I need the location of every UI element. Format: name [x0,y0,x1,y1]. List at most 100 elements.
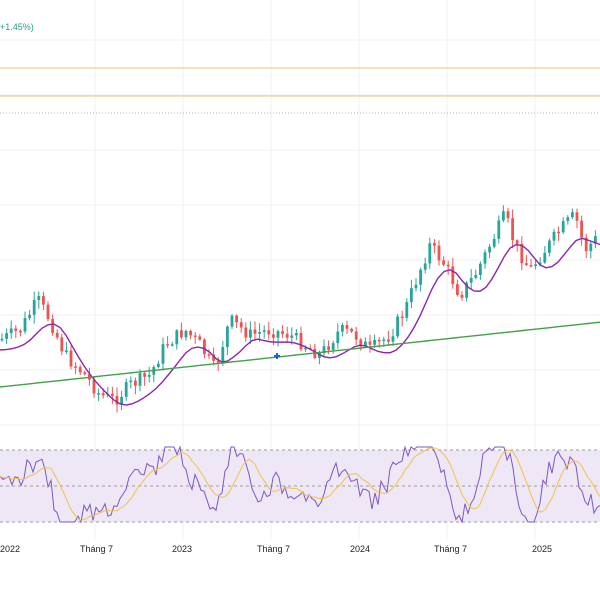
candle-body [124,382,128,397]
candle-body [506,211,510,219]
candle-body [469,277,473,283]
candle-body [207,354,211,356]
candle-body [101,393,105,396]
candle-body [175,330,179,345]
candle-body [552,231,556,241]
candle-body [442,260,445,265]
candle-body [83,372,87,375]
candle-body [249,329,252,338]
candle-body [437,245,441,261]
candle-body [391,336,395,342]
candle-body [492,238,496,247]
candle-body [345,324,349,329]
candle-body [129,380,133,383]
candle-body [28,314,31,318]
candle-body [488,246,491,253]
candle-body [37,296,41,301]
candle-body [262,330,266,333]
candle-body [414,284,418,289]
candle-body [331,343,335,350]
candle-body [143,373,146,377]
candle-body [561,221,565,233]
candle-body [193,335,197,337]
candle-body [428,243,432,264]
candle-body [377,339,381,342]
candle-body [373,339,376,345]
candle-body [111,393,114,396]
candle-body [92,379,96,394]
candle-body [203,339,206,355]
candle-body [65,350,68,353]
candle-body [400,316,404,319]
price-change-label: +1.45%) [0,22,34,32]
candle-body [272,334,275,338]
candle-body [120,396,123,405]
candle-body [465,282,468,298]
candle-body [212,354,215,361]
candle-body [97,393,100,395]
candle-body [295,332,298,336]
candle-body [180,330,183,338]
candle-body [166,344,169,346]
rsi-line [0,445,600,524]
candle-body [55,332,59,338]
candle-body [341,324,344,332]
candle-body [460,294,464,298]
candle-body [405,302,409,318]
candle-body [60,337,64,352]
candle-body [267,330,271,335]
candle-body [433,243,436,246]
candle-body [364,341,367,347]
x-axis-tick-label: Tháng 7 [257,544,290,554]
candle-body [290,335,294,338]
candle-body [304,347,307,350]
candle-body [189,330,192,336]
candle-body [226,326,229,348]
candle-body [318,353,321,358]
candle-body [474,274,478,278]
candle-body [354,331,358,340]
candle-body [42,296,45,305]
candle-body [446,264,450,267]
candle-body [170,344,174,346]
candle-body [184,330,188,338]
candle-body [525,263,528,265]
candle-body [538,262,542,265]
x-axis-tick-label: Tháng 7 [434,544,467,554]
candle-body [529,264,533,267]
candle-body [78,367,82,373]
candle-body [74,366,77,368]
candle-body [244,327,248,338]
candle-body [230,315,234,327]
ma-fast-line [0,237,600,406]
candle-body [483,252,487,264]
candle-body [580,220,583,238]
candle-body [557,231,560,234]
candle-body [387,339,390,342]
candle-body [239,322,243,328]
candle-body [571,212,574,218]
candle-body [368,341,372,345]
candle-body [14,328,18,331]
x-axis-tick-label: Tháng 7 [80,544,113,554]
candle-body [115,395,119,405]
candle-body [221,347,225,363]
candle-body [594,236,597,244]
candle-body [451,266,455,285]
x-axis-tick-label: 2023 [172,544,192,554]
candle-body [456,284,459,295]
candle-body [566,217,570,222]
candle-body [32,300,36,315]
candle-body [9,328,13,334]
candle-body [69,350,73,367]
candle-body [157,363,160,367]
candle-body [235,315,238,323]
candle-body [502,211,505,221]
candle-body [322,346,326,354]
candle-body [161,344,165,364]
candle-body [5,333,8,339]
candle-body [396,316,399,337]
candle-body [23,317,27,332]
crosshair-marker [274,353,280,359]
